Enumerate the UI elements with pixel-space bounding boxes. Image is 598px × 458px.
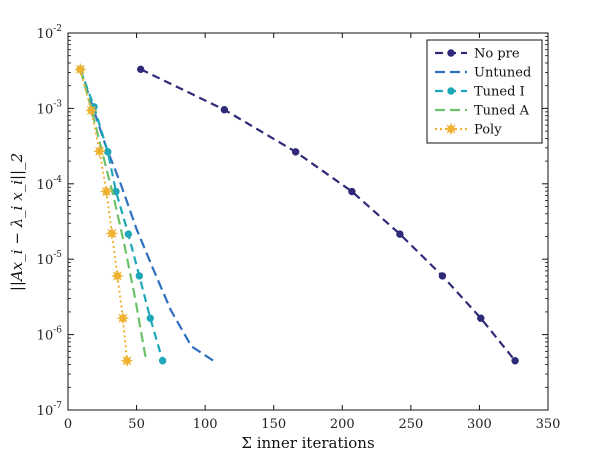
- x-tick-label: 250: [398, 417, 423, 432]
- x-axis-title: Σ inner iterations: [241, 434, 374, 452]
- y-tick-label: 10-6: [37, 326, 63, 344]
- data-point: [93, 144, 106, 158]
- legend-label: Untuned: [474, 66, 531, 81]
- legend-label: No pre: [474, 47, 520, 62]
- legend-entry: Tuned I: [435, 85, 525, 100]
- data-point: [220, 106, 229, 114]
- x-tick-label: 300: [467, 417, 492, 432]
- legend-label: Tuned I: [474, 85, 525, 100]
- legend-box: [426, 39, 543, 144]
- y-tick-label: 10-5: [37, 250, 63, 268]
- x-tick-label: 150: [261, 417, 286, 432]
- y-tick-label: 10-2: [37, 24, 62, 42]
- data-point: [146, 314, 154, 322]
- x-tick-label: 0: [64, 417, 72, 432]
- data-point: [477, 314, 485, 322]
- y-tick-label: 10-4: [37, 175, 63, 193]
- axis-ticks: 0 50 100 150 200 250 300 350 10-7 10-6 10-5 10-4 10-…: [37, 24, 561, 432]
- data-point: [438, 272, 447, 280]
- legend-marker: [444, 122, 458, 136]
- legend-entry: Poly: [435, 123, 502, 138]
- data-point: [135, 272, 144, 280]
- series-line: [140, 68, 516, 362]
- y-axis-title: ||Ax_i − λ_i x_i||_2: [8, 153, 26, 291]
- legend-entry: Untuned: [435, 66, 531, 81]
- legend-entry: No pre: [435, 47, 520, 62]
- data-point: [124, 230, 133, 238]
- legend-label: Poly: [474, 123, 502, 138]
- data-point: [116, 311, 130, 325]
- data-point: [100, 185, 113, 198]
- series-line: [79, 68, 164, 362]
- data-point: [110, 269, 124, 283]
- legend-marker: [447, 87, 455, 95]
- legend: No pre Untuned Tuned I Tuned A Poly: [426, 39, 543, 144]
- legend-entry: Tuned A: [435, 104, 530, 119]
- data-point: [73, 62, 87, 76]
- series-0: [136, 65, 519, 365]
- legend-marker: [447, 49, 455, 57]
- data-point: [84, 104, 98, 117]
- x-tick-label: 100: [193, 417, 218, 432]
- x-tick-label: 200: [330, 417, 355, 432]
- y-tick-label: 10-7: [37, 401, 63, 419]
- series-line: [79, 69, 128, 361]
- series-4: [73, 62, 134, 368]
- data-point: [104, 148, 112, 156]
- data-point: [291, 148, 300, 156]
- data-point: [396, 230, 404, 238]
- data-point: [348, 187, 356, 196]
- x-tick-label: 50: [128, 417, 145, 432]
- data-point: [105, 226, 119, 240]
- data-point: [120, 354, 134, 368]
- x-tick-label: 350: [536, 417, 561, 432]
- legend-label: Tuned A: [474, 104, 530, 119]
- data-point: [511, 357, 519, 365]
- data-point: [158, 357, 167, 365]
- series-layer: [73, 62, 519, 368]
- y-tick-label: 10-3: [37, 99, 63, 117]
- data-point: [136, 65, 145, 74]
